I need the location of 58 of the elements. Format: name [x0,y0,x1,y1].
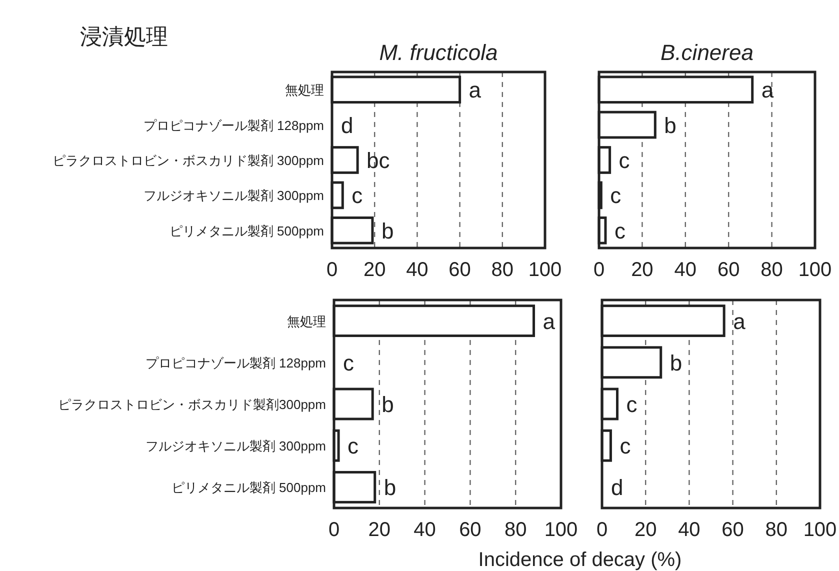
x-axis-title: Incidence of decay (%) [478,549,682,571]
x-tick-label: 20 [363,259,386,281]
data-label: c [626,392,638,417]
data-label: b [382,392,394,417]
data-label: d [341,112,354,138]
y-tick-label: プロピコナゾール製剤 128ppm [145,355,326,370]
data-label: b [384,475,396,500]
x-tick-label: 0 [328,519,340,541]
data-label: c [610,183,622,208]
chart-title: M. fructicola [379,40,498,65]
data-label: c [352,183,363,208]
x-tick-label: 0 [596,519,608,541]
x-tick-label: 80 [765,519,788,541]
x-tick-label: 20 [368,519,391,541]
data-label: a [542,308,556,334]
y-tick-label: フルジオキソニル製剤 300ppm [145,438,326,454]
data-label: bc [366,148,390,173]
x-tick-label: 20 [634,519,657,541]
x-tick-label: 60 [717,259,740,281]
text: 浸漬処理 [80,24,168,49]
x-tick-label: 40 [674,259,697,281]
x-tick-label: 60 [448,259,471,281]
data-label: b [664,112,676,138]
x-tick-label: 20 [631,259,654,281]
data-label: c [614,218,626,244]
x-tick-label: 100 [798,259,832,281]
x-tick-label: 40 [678,519,700,541]
x-tick-label: 0 [593,259,605,281]
x-tick-label: 100 [803,519,837,541]
x-tick-label: 80 [491,259,514,281]
x-tick-label: 40 [406,259,428,281]
data-label: a [733,308,746,334]
data-label: c [618,148,630,173]
y-tick-label: 無処理 [285,82,324,98]
x-tick-label: 40 [414,519,436,541]
data-label: b [670,350,682,376]
data-label: c [343,350,354,376]
x-tick-label: 100 [544,519,578,541]
y-tick-label: ピリメタニル製剤 500ppm [171,480,326,496]
data-label: b [381,218,394,244]
chart-title: B.cinerea [660,40,754,65]
y-tick-label: プロピコナゾール製剤 128ppm [143,118,324,133]
data-label: c [620,434,631,459]
data-label: a [761,78,774,103]
y-tick-label: フルジオキソニル製剤 300ppm [143,188,324,204]
x-tick-label: 80 [504,519,527,541]
x-tick-label: 60 [459,519,482,541]
data-label: c [348,434,359,459]
x-tick-label: 0 [326,259,338,281]
y-tick-label: ピラクロストロビン・ボスカリド製剤300ppm [58,397,326,412]
data-label: a [468,78,482,103]
y-tick-label: ピリメタニル製剤 500ppm [169,223,324,238]
x-tick-label: 60 [722,519,744,541]
x-tick-label: 80 [760,259,783,281]
y-tick-label: ピラクロストロビン・ボスカリド製剤 300ppm [52,153,324,168]
y-tick-label: 無処理 [287,314,326,329]
x-tick-label: 100 [528,259,562,281]
data-label: d [611,475,624,500]
